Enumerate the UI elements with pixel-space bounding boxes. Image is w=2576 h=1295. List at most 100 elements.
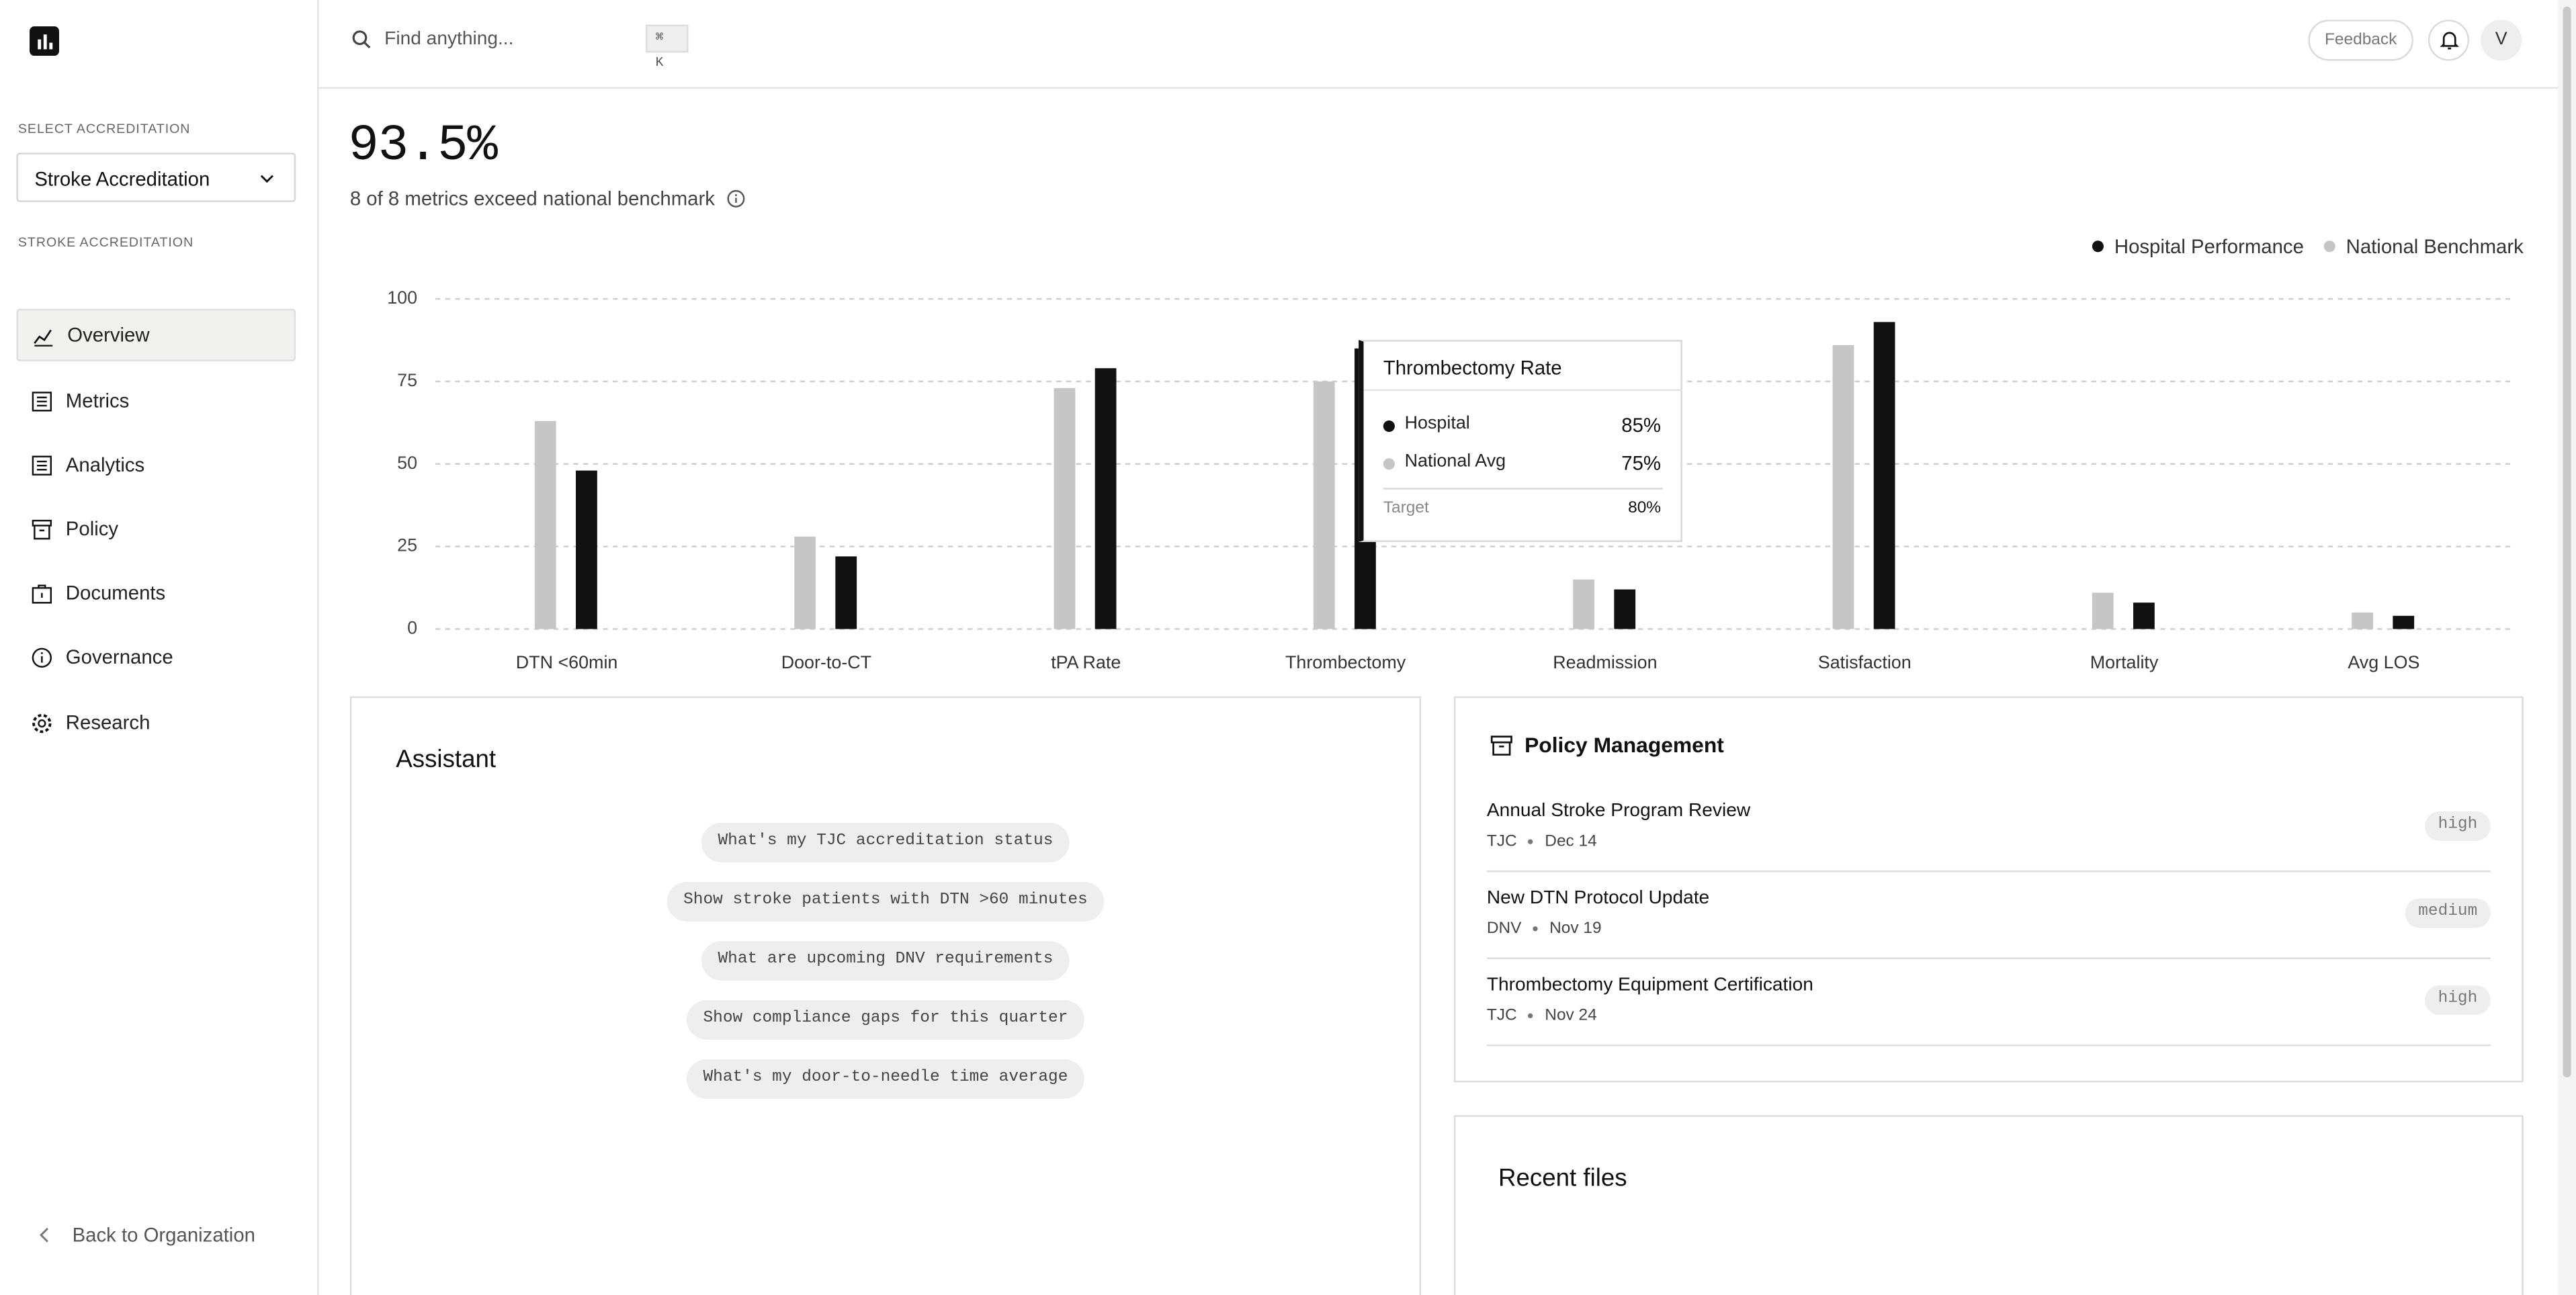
scrollbar-thumb[interactable] <box>2563 6 2571 1078</box>
bell-icon <box>2440 32 2459 50</box>
bar <box>1313 381 1335 629</box>
bar <box>1094 368 1117 629</box>
nav-icon <box>32 455 52 475</box>
feedback-button[interactable]: Feedback <box>2308 19 2413 61</box>
back-link[interactable]: Back to Organization <box>33 1222 255 1248</box>
sidebar: SELECT ACCREDITATION Stroke Accreditatio… <box>0 0 319 1295</box>
nav-label: Metrics <box>65 389 130 412</box>
policy-item-title: New DTN Protocol Update <box>1486 888 1710 909</box>
shortcut-hint: ⌘ K <box>645 24 689 71</box>
policy-card: Policy Management Annual Stroke Program … <box>1453 696 2524 1083</box>
bar <box>2352 612 2374 629</box>
tooltip-swatch <box>1383 458 1395 470</box>
archive-icon <box>1490 735 1512 756</box>
policy-org: DNV <box>1486 920 1522 938</box>
bar <box>794 536 816 629</box>
suggestion-chip[interactable]: What's my door-to-needle time average <box>687 1059 1084 1099</box>
nav-icon <box>32 584 52 603</box>
search[interactable]: Find anything... ⌘ K <box>351 23 689 71</box>
notifications-button[interactable] <box>2428 19 2470 61</box>
bar <box>1832 345 1854 629</box>
select-value: Stroke Accreditation <box>34 167 210 191</box>
nav-icon <box>32 390 52 411</box>
recent-files-card: Recent files <box>1453 1115 2524 1295</box>
x-tick-label: Thrombectomy <box>1285 652 1406 672</box>
x-tick-label: Readmission <box>1553 652 1657 672</box>
chevron-down <box>260 175 273 183</box>
x-tick-label: Door-to-CT <box>781 652 871 672</box>
suggestion-chip[interactable]: Show compliance gaps for this quarter <box>687 1000 1084 1040</box>
summary-value: 93.5% <box>348 118 498 176</box>
legend-label: Hospital Performance <box>2114 236 2304 258</box>
accreditation-select[interactable]: Stroke Accreditation <box>16 152 296 202</box>
tooltip-value: 85% <box>1621 414 1662 437</box>
bar <box>1054 388 1076 629</box>
recent-files-title: Recent files <box>1498 1164 1627 1193</box>
x-tick-label: DTN <60min <box>516 652 618 672</box>
suggestion-chip[interactable]: What are upcoming DNV requirements <box>701 941 1070 981</box>
priority-badge: high <box>2425 811 2491 841</box>
nav-label: Documents <box>65 581 166 605</box>
nav-item[interactable]: Documents <box>16 567 296 619</box>
nav-item[interactable]: Research <box>16 697 296 749</box>
scrollbar-track <box>2558 0 2576 1295</box>
avatar[interactable]: V <box>2481 19 2522 61</box>
policy-item[interactable]: Annual Stroke Program Review TJC Dec 14 hig… <box>1486 795 2491 873</box>
policy-date: Nov 24 <box>1545 1006 1597 1025</box>
x-tick-label: Mortality <box>2090 652 2159 672</box>
meta-separator <box>1533 926 1538 932</box>
meta-separator <box>1528 1013 1534 1018</box>
nav-label: Research <box>65 711 151 734</box>
info-icon[interactable] <box>726 189 746 208</box>
tooltip-value: 80% <box>1628 499 1662 518</box>
policy-item-meta: TJC Dec 14 <box>1487 833 1597 851</box>
legend-swatch <box>2092 240 2104 253</box>
nav-item[interactable]: Metrics <box>16 374 296 427</box>
nav-icon <box>32 647 52 667</box>
nav-item[interactable]: Analytics <box>16 439 296 491</box>
nav-item[interactable]: Overview <box>16 308 296 361</box>
assistant-title: Assistant <box>396 746 497 774</box>
search-icon <box>352 30 371 49</box>
policy-org: TJC <box>1486 1006 1517 1025</box>
bar <box>2393 615 2415 629</box>
nav-icon <box>34 328 53 346</box>
tooltip-value: 75% <box>1621 451 1662 475</box>
policy-item-meta: TJC Nov 24 <box>1487 1007 1597 1025</box>
legend-swatch <box>2323 240 2335 253</box>
x-tick-label: Avg LOS <box>2348 652 2419 672</box>
chevron-left <box>40 1227 48 1243</box>
policy-item[interactable]: Thrombectomy Equipment Certification TJC N… <box>1486 969 2491 1046</box>
bar <box>1873 322 1895 629</box>
suggestion-chip[interactable]: What's my TJC accreditation status <box>701 823 1070 862</box>
priority-badge: medium <box>2405 898 2491 928</box>
x-tick-label: tPA Rate <box>1051 652 1121 672</box>
assistant-card: Assistant What's my TJC accreditation st… <box>349 696 1422 1295</box>
policy-item[interactable]: New DTN Protocol Update DNV Nov 19 medium <box>1486 882 2491 959</box>
nav-item[interactable]: Governance <box>16 631 296 683</box>
bar <box>1573 579 1595 629</box>
nav-label: Overview <box>67 323 150 347</box>
tooltip-divider <box>1363 389 1682 391</box>
nav-label: Analytics <box>65 453 145 477</box>
top-bar: Find anything... ⌘ K Feedback V <box>318 0 2576 89</box>
tooltip-divider <box>1383 488 1663 490</box>
logo[interactable] <box>30 26 60 56</box>
summary-caption-text: 8 of 8 metrics exceed national benchmark <box>349 187 715 210</box>
search-placeholder: Find anything... <box>384 30 514 50</box>
tooltip-label: Hospital <box>1404 414 1470 434</box>
y-tick-label: 100 <box>387 287 417 308</box>
policy-date: Nov 19 <box>1549 920 1602 938</box>
nav-icon <box>32 713 52 733</box>
bar <box>2133 602 2155 629</box>
suggestion-chip[interactable]: Show stroke patients with DTN >60 minute… <box>667 882 1105 922</box>
y-tick-label: 25 <box>397 535 417 555</box>
summary-caption: 8 of 8 metrics exceed national benchmark <box>350 187 746 210</box>
bar <box>1614 589 1636 629</box>
bar-chart: 0 25 50 75 100 Hospital Performance National B… <box>387 236 2524 672</box>
nav-item[interactable]: Policy <box>16 502 296 555</box>
tooltip-label: National Avg <box>1404 451 1506 472</box>
tooltip-title: Thrombectomy Rate <box>1383 356 1562 379</box>
y-tick-label: 50 <box>397 453 417 473</box>
